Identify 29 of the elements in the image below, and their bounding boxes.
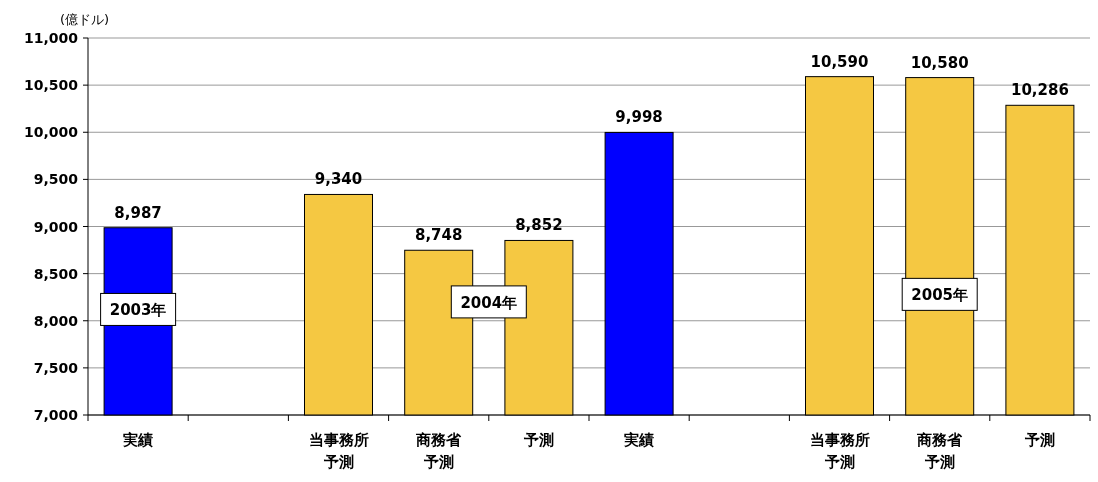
data-label: 8,987	[114, 203, 162, 222]
data-label: 10,590	[810, 52, 869, 71]
data-label: 8,748	[414, 226, 463, 245]
data-label: 10,580	[910, 53, 969, 72]
y-tick-label: 10,500	[23, 77, 79, 94]
x-tick-label: 予測	[522, 431, 554, 449]
x-tick-label: 商務省予測	[916, 431, 964, 471]
x-tick-label: 当事務所予測	[809, 431, 870, 471]
annotation: 2005年	[911, 286, 969, 305]
y-tick-label: 9,500	[33, 171, 79, 188]
data-label: 9,998	[615, 108, 663, 127]
y-tick-label: 7,000	[33, 407, 79, 423]
x-tick-label: 当事務所予測	[308, 431, 369, 471]
data-label: 8,852	[515, 216, 563, 235]
y-tick-label: 7,500	[33, 359, 79, 376]
annotation: 2003年	[109, 301, 167, 320]
y-axis-title: (億ドル)	[60, 12, 110, 27]
annotation: 2004年	[460, 293, 518, 312]
data-label: 10,286	[1010, 81, 1069, 100]
x-tick-label: 商務省予測	[415, 431, 463, 471]
y-tick-label: 9,000	[33, 218, 79, 235]
x-tick-label: 実績	[122, 431, 154, 449]
y-tick-label: 10,000	[23, 124, 79, 141]
y-tick-label: 8,000	[33, 312, 79, 329]
data-label: 9,340	[314, 170, 363, 189]
y-tick-label: 8,500	[33, 265, 79, 282]
x-tick-label: 予測	[1023, 431, 1055, 449]
x-tick-label: 実績	[623, 431, 655, 449]
y-tick-label: 11,000	[23, 30, 79, 46]
